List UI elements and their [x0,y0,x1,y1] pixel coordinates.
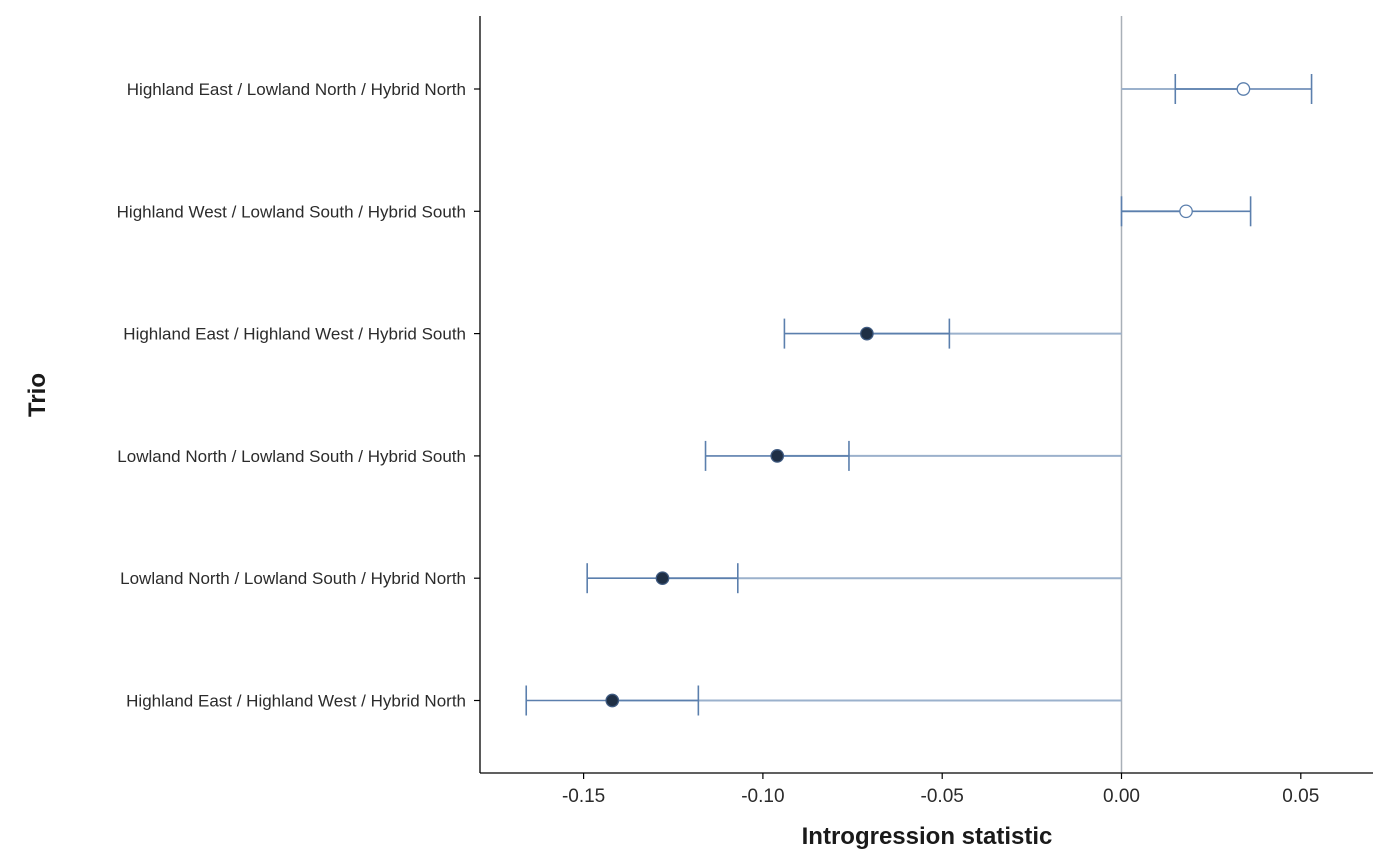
x-tick-label: 0.05 [1282,786,1319,807]
y-tick-label: Highland West / Lowland South / Hybrid S… [117,202,466,221]
ci-layer [525,74,1313,716]
y-axis-title: Trio [24,373,51,417]
x-tick-label: -0.05 [921,786,964,807]
x-tick-label: 0.00 [1103,786,1140,807]
estimate-point-open [1179,204,1193,219]
y-tick-label: Highland East / Highland West / Hybrid N… [126,692,466,711]
estimate-point-filled [860,326,874,341]
estimate-point-filled [605,693,620,708]
y-tick-label: Lowland North / Lowland South / Hybrid N… [120,569,466,588]
estimate-point-filled [770,449,785,463]
y-tick-label: Lowland North / Lowland South / Hybrid S… [117,447,466,466]
point-layer [605,82,1251,708]
axis-layer: Highland East / Lowland North / Hybrid N… [117,16,1373,807]
x-tick-label: -0.15 [562,786,605,807]
estimate-point-filled [655,571,670,586]
y-tick-label: Highland East / Highland West / Hybrid S… [123,325,466,344]
x-tick-label: -0.10 [741,786,784,807]
estimate-point-open [1236,82,1251,96]
y-tick-label: Highland East / Lowland North / Hybrid N… [127,80,466,99]
segment-layer [612,88,1244,702]
x-axis-title: Introgression statistic [802,823,1053,850]
